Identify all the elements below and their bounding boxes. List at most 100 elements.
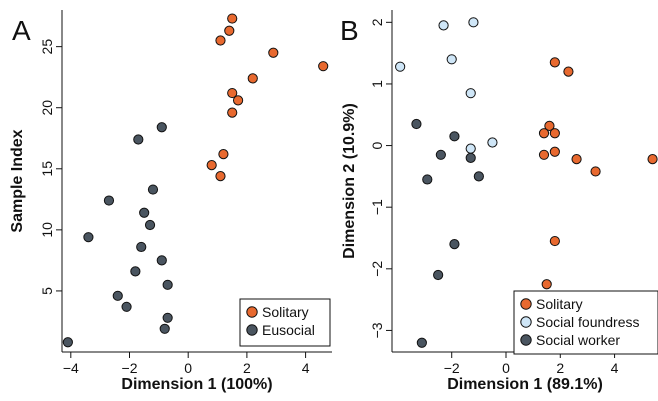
y-axis-title: Dimension 2 (10.9%) [341,103,358,259]
data-point [549,235,560,247]
data-point [162,312,173,323]
data-point [416,337,427,348]
legend-box [513,290,658,355]
data-point [465,152,476,163]
data-point [144,219,156,231]
data-point [541,279,552,290]
data-point [121,301,132,312]
chart-panel-a: A −4 −2 0 2 4 5 10 15 20 25 Dimension 1 (100%) Sampl… [9,10,332,393]
y-tick-label: 25 [39,39,55,55]
data-point [422,174,433,185]
data-point [159,323,170,334]
panel-letter: A [12,15,31,46]
data-point [136,241,147,253]
data-point [538,128,550,139]
x-tick-label: 2 [556,360,564,376]
data-point [218,149,229,160]
data-point [318,61,329,72]
y-axis-title: Sample Index [9,129,26,232]
data-point [487,137,498,148]
data-point [162,279,173,290]
x-tick-label: −2 [122,360,138,376]
data-point [590,166,601,177]
data-point [206,160,217,171]
x-tick-label: 0 [502,360,510,376]
series-eusocial [62,122,173,348]
series-social-worker [411,118,484,348]
x-tick-label: 4 [611,360,619,376]
data-point [538,149,550,160]
legend-label: Eusocial [262,322,315,338]
data-point [62,337,73,348]
data-point [544,120,555,131]
data-point [147,184,159,195]
data-point [563,66,574,77]
y-tick-label: 0 [369,141,385,149]
legend-marker [520,334,532,346]
data-point [103,195,115,206]
legend-marker [246,324,258,336]
data-point [449,131,460,142]
data-point [156,255,167,266]
x-tick-label: −4 [63,360,79,376]
legend-label: Social worker [536,332,620,348]
legend-label: Solitary [262,304,309,320]
y-tick-label: −1 [369,199,385,215]
data-point [112,290,123,301]
data-point [449,239,460,250]
x-tick-label: 0 [184,360,192,376]
series-solitary [538,57,658,290]
legend: Solitary Eusocial [239,298,331,347]
data-point [133,134,144,145]
data-point [139,207,150,218]
legend-box [239,298,331,347]
data-point [549,146,560,157]
data-point [83,232,94,243]
data-point [215,35,226,46]
x-axis-title: Dimension 1 (89.1%) [447,376,603,393]
y-tick-label: 5 [39,287,55,295]
data-point [395,61,406,72]
x-tick-label: 4 [302,360,310,376]
data-point [247,73,258,84]
panel-letter: B [340,15,359,46]
data-point [473,171,484,182]
legend-marker [520,316,532,328]
y-tick-label: −2 [369,261,385,277]
data-point [468,17,479,28]
y-tick-label: 2 [369,18,385,26]
data-point [549,57,560,68]
series-social-foundress [395,17,498,154]
data-point [438,20,449,31]
legend-label: Social foundress [536,314,640,330]
data-point [227,107,238,118]
legend-label: Solitary [536,296,583,312]
data-point [446,54,457,65]
data-point [227,87,238,99]
x-axis-title: Dimension 1 (100%) [121,376,272,393]
data-point [268,47,279,58]
data-point [232,95,244,106]
y-tick-label: 15 [39,161,55,177]
data-point [433,269,444,281]
data-point [227,13,238,24]
data-point [224,25,235,36]
data-point [411,118,422,130]
data-point [549,128,560,139]
legend-marker [246,306,258,318]
data-point [130,266,141,277]
y-tick-label: 10 [39,222,55,238]
y-tick-label: 1 [369,80,385,88]
legend-marker [520,298,532,310]
data-point [571,154,582,165]
y-tick-label: −3 [369,322,385,338]
data-point [465,143,476,154]
data-point [647,154,658,165]
y-tick-label: 20 [39,100,55,116]
data-point [435,149,446,160]
series-solitary [206,13,329,182]
data-point [156,122,167,133]
legend: Solitary Social foundress Social worker [513,290,658,355]
